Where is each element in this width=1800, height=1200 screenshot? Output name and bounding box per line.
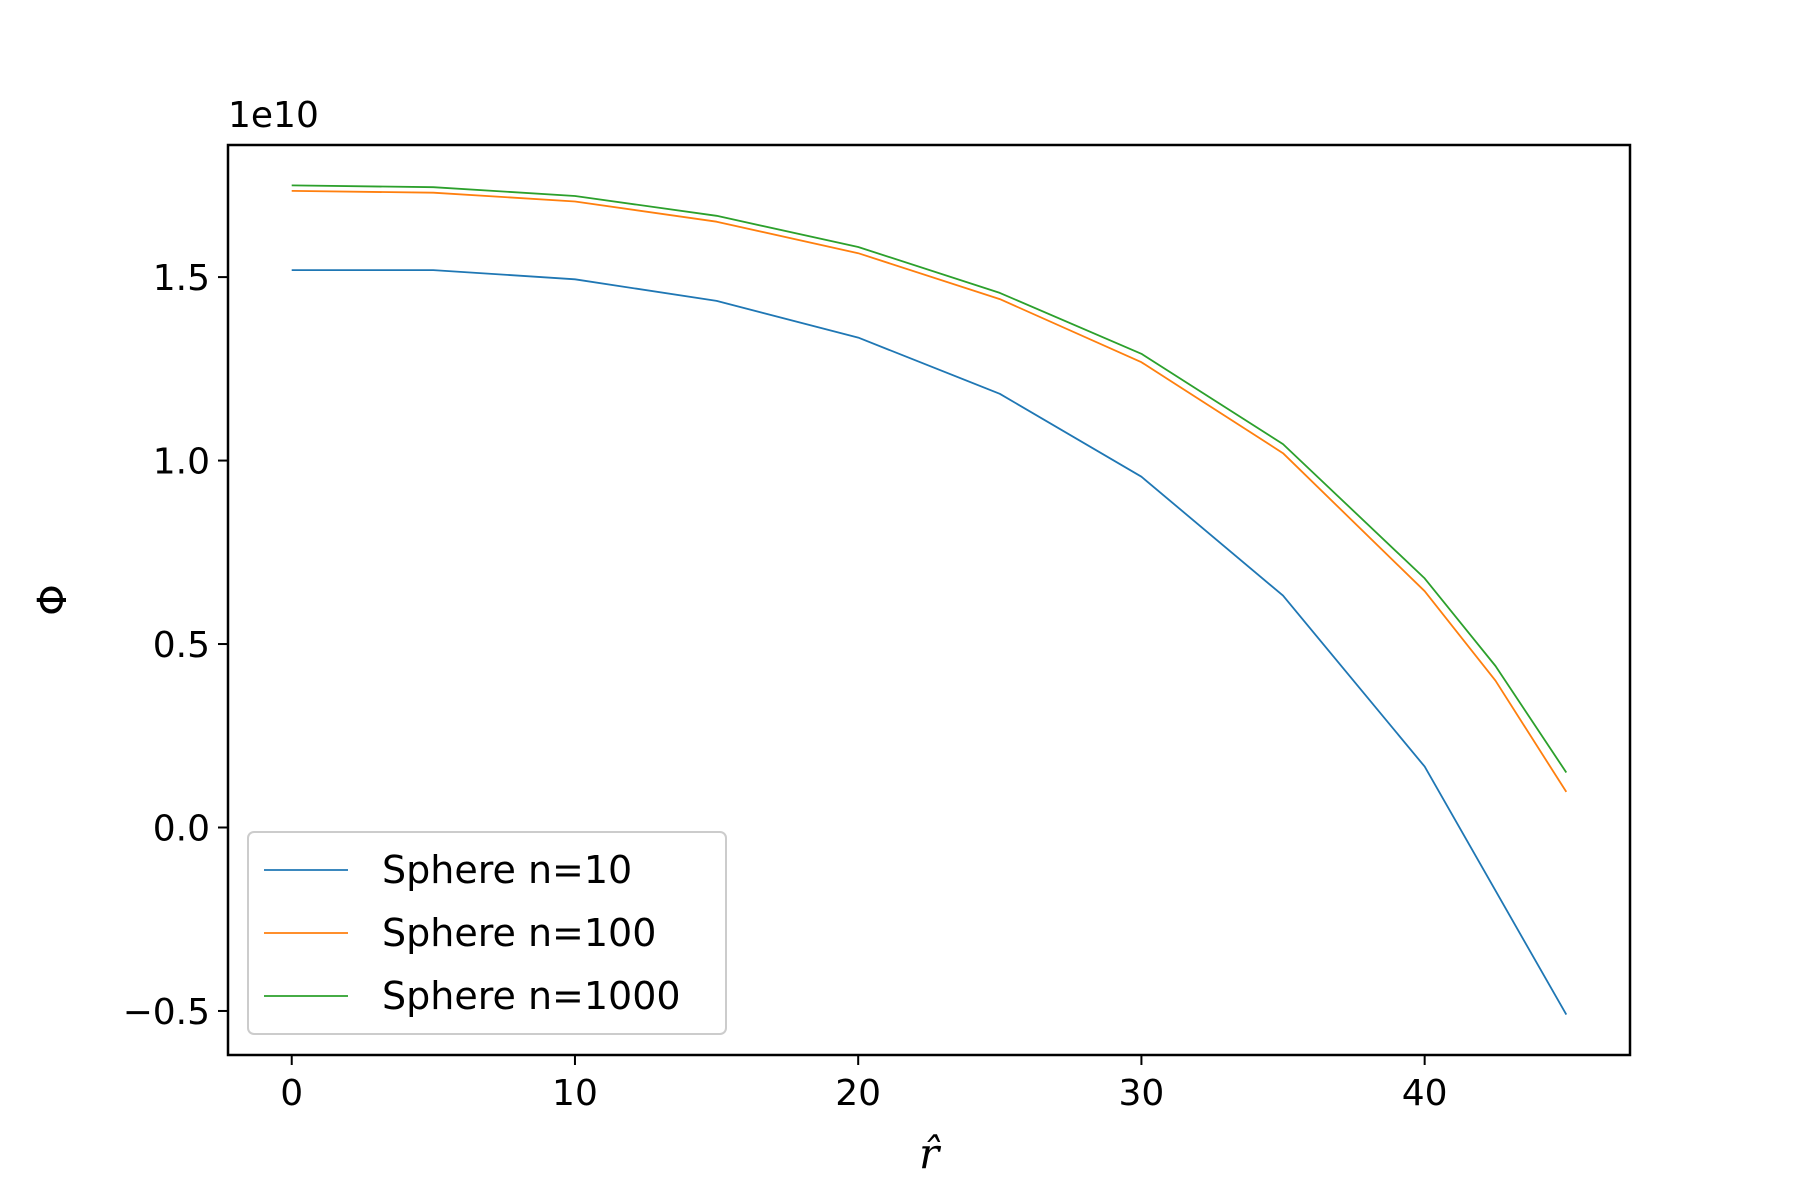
legend-label: Sphere n=1000 (382, 974, 681, 1018)
y-offset-label: 1e10 (228, 95, 319, 136)
y-tick-label: −0.5 (123, 992, 210, 1033)
y-tick-label: 0.0 (153, 809, 210, 850)
legend-label: Sphere n=100 (382, 911, 656, 955)
y-tick-label: 0.5 (153, 625, 210, 666)
y-tick-label: 1.0 (153, 442, 210, 483)
plot-area-frame (226, 143, 1632, 1057)
ticks-layer: 0 10 20 30 40 −0.5 0.0 0.5 1.0 1.5 (123, 258, 1448, 1114)
x-axis-label: r̂ (919, 1129, 942, 1178)
series-layer (291, 184, 1568, 1016)
x-tick-label: 0 (280, 1073, 303, 1114)
x-tick-label: 40 (1402, 1073, 1448, 1114)
legend: Sphere n=10 Sphere n=100 Sphere n=1000 (247, 831, 727, 1035)
x-tick-label: 20 (835, 1073, 881, 1114)
series-line-2 (291, 190, 1568, 793)
series-line-3 (291, 184, 1568, 773)
y-axis-label: Φ (30, 584, 76, 615)
legend-box (247, 831, 727, 1035)
series-line-1 (291, 269, 1568, 1016)
x-tick-label: 30 (1119, 1073, 1165, 1114)
x-tick-label: 10 (552, 1073, 598, 1114)
y-tick-label: 1.5 (153, 258, 210, 299)
legend-label: Sphere n=10 (382, 848, 632, 892)
